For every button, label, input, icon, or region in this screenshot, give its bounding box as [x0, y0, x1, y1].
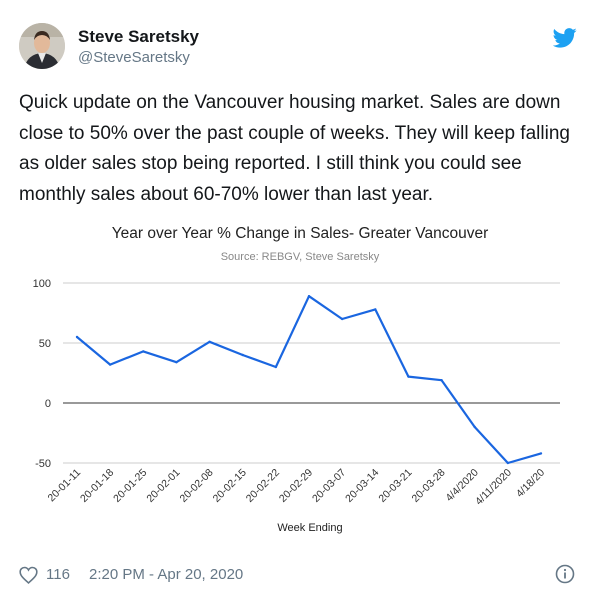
avatar[interactable]: [19, 23, 65, 69]
x-tick-label: 20-02-15: [211, 467, 249, 505]
x-axis-label: Week Ending: [277, 522, 342, 534]
data-point: [175, 361, 178, 364]
chart: 100500-5020-01-1120-01-1820-01-2520-02-0…: [33, 278, 560, 534]
author-name[interactable]: Steve Saretsky: [78, 27, 199, 46]
data-point: [340, 317, 344, 321]
data-point: [539, 452, 543, 455]
x-tick-label: 20-03-21: [376, 467, 414, 505]
info-icon[interactable]: [555, 564, 575, 584]
x-tick-label: 20-03-07: [310, 467, 348, 505]
x-tick-label: 20-03-28: [409, 467, 447, 505]
avatar-image: [19, 23, 65, 69]
x-tick-label: 20-01-11: [45, 467, 83, 505]
data-point: [374, 308, 377, 311]
chart-title: Year over Year % Change in Sales- Greate…: [111, 225, 489, 242]
y-tick-label: 50: [39, 338, 51, 350]
x-tick-label: 20-01-18: [78, 467, 116, 505]
y-tick-label: 0: [45, 398, 51, 410]
tweet-text: Quick update on the Vancouver housing ma…: [19, 92, 570, 205]
x-tick-label: 20-02-22: [244, 467, 282, 505]
x-tick-label: 20-03-14: [343, 467, 381, 505]
data-point: [440, 379, 443, 382]
chart-subtitle: Source: REBGV, Steve Saretsky: [220, 251, 380, 263]
data-point: [75, 335, 79, 339]
data-point: [108, 363, 112, 366]
x-tick-label: 4/18/20: [514, 467, 547, 500]
x-tick-label: 4/11/2020: [473, 467, 514, 508]
data-point: [274, 365, 278, 369]
x-tick-label: 20-02-08: [177, 467, 215, 505]
y-tick-label: 100: [33, 278, 51, 290]
y-tick-label: -50: [35, 458, 51, 470]
x-tick-label: 20-01-25: [111, 467, 149, 505]
heart-icon[interactable]: [19, 566, 38, 584]
twitter-bird-icon[interactable]: [553, 27, 577, 49]
author-handle[interactable]: @SteveSaretsky: [78, 49, 190, 66]
like-count[interactable]: 116: [46, 566, 70, 583]
data-point: [142, 350, 145, 353]
data-point: [241, 353, 244, 357]
data-point: [208, 340, 211, 343]
data-point: [506, 461, 510, 465]
data-point: [407, 375, 410, 378]
data-point: [307, 295, 311, 298]
timestamp[interactable]: 2:20 PM - Apr 20, 2020: [89, 566, 244, 583]
data-point: [473, 425, 476, 429]
series-line: [76, 295, 542, 465]
x-tick-label: 20-02-29: [277, 467, 315, 505]
x-tick-label: 20-02-01: [144, 467, 182, 505]
